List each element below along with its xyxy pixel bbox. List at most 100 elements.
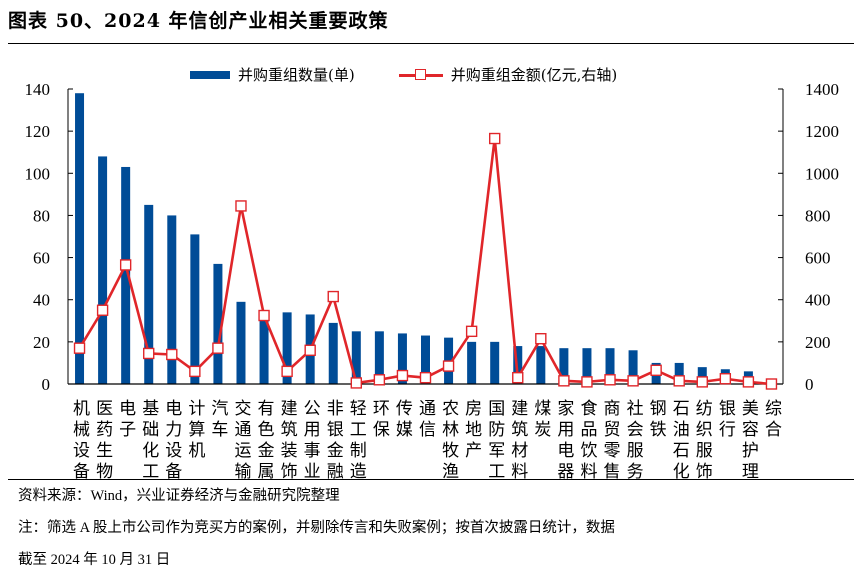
bar [697, 367, 707, 384]
category-label-char: 通 [419, 399, 436, 419]
left-tick-label: 20 [33, 333, 50, 352]
bar [144, 204, 154, 384]
category-label-char: 家 [557, 399, 574, 419]
line-marker [673, 375, 685, 387]
category-label-char: 传 [396, 399, 413, 419]
category-label-char: 装 [281, 441, 298, 461]
category-label-char: 电 [557, 441, 574, 461]
line-marker [558, 375, 570, 387]
category-label-char: 产 [465, 441, 482, 461]
right-tick-label: 1200 [805, 122, 839, 141]
bar [605, 348, 615, 384]
category-label-char: 售 [604, 462, 621, 480]
bar [190, 234, 200, 384]
category-label-char: 用 [304, 420, 321, 440]
bar [351, 331, 361, 384]
category-label-char: 会 [627, 420, 644, 440]
category-label-char: 料 [580, 462, 597, 480]
category-label-char: 有 [258, 399, 275, 419]
chart-legend: 并购重组数量(单) 并购重组金额(亿元,右轴) [190, 64, 661, 85]
category-label-char: 金 [258, 441, 275, 461]
category-label-char: 备 [73, 462, 90, 480]
category-label-char: 通 [234, 420, 251, 440]
category-label-char: 色 [258, 420, 275, 440]
bar [559, 348, 569, 384]
bar [536, 346, 546, 384]
category-label-char: 造 [350, 462, 367, 480]
category-label-char: 子 [119, 420, 136, 440]
category-label-char: 设 [73, 441, 90, 461]
legend-line-label: 并购重组金额(亿元,右轴) [450, 66, 618, 84]
bar [98, 156, 108, 384]
category-label-char: 化 [142, 441, 159, 461]
category-label-char: 媒 [396, 420, 413, 440]
footnote-line-1: 注：筛选 A 股上市公司作为竞买方的案例，并剔除传言和失败案例；按首次披露日统计… [18, 520, 615, 536]
line-marker [696, 376, 708, 388]
bar [490, 341, 500, 384]
title-divider [8, 43, 854, 44]
category-label-char: 计 [188, 399, 205, 419]
line-marker [166, 348, 178, 361]
category-label-char: 商 [604, 399, 621, 419]
category-label-char: 汽 [211, 399, 228, 419]
left-tick-label: 0 [42, 375, 51, 394]
chart-title: 图表 50、2024 年信创产业相关重要政策 [8, 10, 389, 32]
line-marker [235, 200, 247, 212]
line-marker [719, 373, 732, 385]
category-label-char: 事 [304, 441, 321, 461]
category-label-char: 房 [465, 399, 482, 419]
category-label-char: 筑 [281, 420, 298, 440]
bar [397, 333, 407, 384]
category-label-char: 牧 [442, 441, 459, 461]
category-label-char: 用 [557, 420, 574, 440]
category-label-char: 化 [673, 462, 690, 480]
category-label-char: 机 [188, 441, 205, 461]
category-label-char: 器 [557, 462, 574, 480]
category-label-char: 物 [96, 462, 113, 480]
line-marker [96, 304, 109, 316]
category-label-char: 础 [142, 420, 159, 440]
category-label-char: 林 [442, 420, 459, 440]
category-label-char: 药 [96, 420, 113, 440]
bar-swatch-icon [190, 70, 230, 79]
category-label-char: 银 [719, 399, 736, 419]
bar [467, 341, 477, 384]
footer-divider [8, 479, 854, 480]
line-marker [742, 376, 755, 388]
category-label-char: 零 [604, 441, 621, 461]
right-tick-label: 600 [805, 249, 831, 268]
category-label-char: 材 [511, 441, 528, 461]
left-tick-label: 80 [33, 206, 50, 225]
line-marker [373, 374, 386, 386]
line-marker [304, 344, 316, 356]
line-marker [281, 365, 293, 378]
line-marker [488, 132, 501, 145]
category-label-char: 运 [234, 441, 251, 461]
source-note: 资料来源：Wind，兴业证券经济与金融研究院整理 [18, 488, 340, 504]
category-label-char: 饮 [580, 441, 597, 461]
category-label-char: 食 [580, 399, 597, 419]
line-marker [212, 342, 224, 354]
category-label-char: 建 [511, 399, 528, 419]
category-label-char: 渔 [442, 462, 459, 480]
legend-bar-label: 并购重组数量(单) [238, 66, 355, 84]
right-tick-label: 400 [805, 291, 831, 310]
category-label-char: 织 [696, 420, 713, 440]
bar [582, 348, 592, 384]
category-label-char: 工 [488, 462, 505, 480]
category-label-char: 融 [327, 462, 344, 480]
line-marker-swatch-icon [398, 68, 443, 81]
line-marker [119, 259, 132, 271]
bar [167, 215, 177, 384]
bar [75, 93, 85, 384]
bar [628, 350, 638, 384]
category-label-char: 交 [234, 399, 251, 419]
bar [374, 331, 384, 384]
left-tick-label: 100 [25, 164, 51, 183]
left-tick-label: 60 [33, 249, 50, 268]
combo-chart: 0204060801001201400200400600800100012001… [25, 80, 840, 480]
category-label-char: 社 [627, 399, 644, 419]
category-label-char: 医 [96, 399, 113, 419]
line-marker [604, 374, 616, 386]
line-marker [350, 377, 363, 389]
